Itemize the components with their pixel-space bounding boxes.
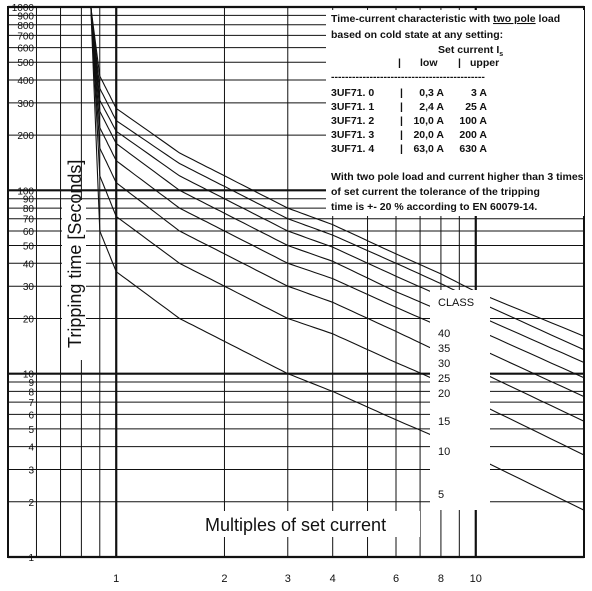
y-tick-label: 1000 bbox=[12, 3, 35, 14]
table-row-low: 2,4 A bbox=[419, 101, 444, 113]
y-tick-label: 2 bbox=[28, 498, 34, 509]
table-row-upper: 630 A bbox=[459, 143, 487, 155]
class-label-35: 35 bbox=[438, 343, 450, 355]
class-label-5: 5 bbox=[438, 489, 444, 501]
table-row-low: 63,0 A bbox=[413, 143, 444, 155]
y-tick-label: 30 bbox=[23, 282, 35, 293]
y-tick-label: 800 bbox=[17, 21, 34, 32]
xlabel-background bbox=[202, 511, 420, 537]
table-row-upper: 200 A bbox=[459, 129, 487, 141]
y-tick-label: 6 bbox=[28, 410, 34, 421]
y-tick-label: 100 bbox=[17, 186, 34, 197]
y-tick-label: 600 bbox=[17, 44, 34, 55]
annotation-line-2: based on cold state at any setting: bbox=[331, 29, 503, 41]
annotation-box bbox=[326, 10, 584, 216]
table-row-upper: 3 A bbox=[471, 87, 487, 99]
tolerance-line: With two pole load and current higher th… bbox=[331, 171, 584, 183]
y-tick-label: 60 bbox=[23, 227, 35, 238]
tolerance-line: of set current the tolerance of the trip… bbox=[331, 186, 540, 198]
table-row-model: 3UF71. 2 bbox=[331, 115, 374, 127]
class-labels: 40 35 30 25 20 15 10 5 bbox=[438, 328, 450, 501]
y-tick-label: 7 bbox=[28, 398, 34, 409]
x-tick-label: 2 bbox=[221, 573, 227, 585]
y-tick-label: 90 bbox=[23, 195, 35, 206]
class-label-20: 20 bbox=[438, 388, 450, 400]
tolerance-line: time is +- 20 % according to EN 60079-14… bbox=[331, 201, 537, 213]
table-row-separator: | bbox=[400, 143, 403, 155]
table-row-separator: | bbox=[400, 101, 403, 113]
x-tick-label: 1 bbox=[113, 573, 119, 585]
y-tick-label: 9 bbox=[28, 378, 34, 389]
x-tick-label: 3 bbox=[285, 573, 291, 585]
curve-class-40 bbox=[90, 6, 585, 337]
y-tick-label: 200 bbox=[17, 131, 34, 142]
table-row-upper: 100 A bbox=[459, 115, 487, 127]
column-separator-1: | bbox=[398, 57, 401, 69]
y-tick-label: 3 bbox=[28, 466, 34, 477]
class-title: CLASS bbox=[438, 297, 474, 309]
y-tick-label: 400 bbox=[17, 76, 34, 87]
class-label-30: 30 bbox=[438, 358, 450, 370]
table-row-upper: 25 A bbox=[465, 101, 487, 113]
y-tick-label: 5 bbox=[28, 425, 34, 436]
table-row-model: 3UF71. 0 bbox=[331, 87, 374, 99]
y-tick-label: 50 bbox=[23, 242, 35, 253]
tolerance-note: With two pole load and current higher th… bbox=[331, 171, 584, 213]
plot-frame bbox=[7, 6, 585, 558]
curve-class-35 bbox=[90, 6, 585, 351]
class-label-10: 10 bbox=[438, 446, 450, 458]
annotation-block: Time-current characteristic with two pol… bbox=[331, 13, 584, 213]
x-tick-label: 4 bbox=[330, 573, 336, 585]
y-tick-label: 8 bbox=[28, 387, 34, 398]
class-label-band bbox=[430, 290, 490, 510]
table-row-model: 3UF71. 4 bbox=[331, 143, 374, 155]
y-tick-label: 4 bbox=[28, 443, 34, 454]
x-tick-label: 8 bbox=[438, 573, 444, 585]
y-tick-label: 80 bbox=[23, 204, 35, 215]
table-row-low: 0,3 A bbox=[419, 87, 444, 99]
x-tick-label: 10 bbox=[470, 573, 482, 585]
y-tick-label: 10 bbox=[23, 370, 35, 381]
table-row-low: 10,0 A bbox=[413, 115, 444, 127]
class-label-15: 15 bbox=[438, 416, 450, 428]
y-tick-label: 300 bbox=[17, 99, 34, 110]
table-row-model: 3UF71. 3 bbox=[331, 129, 374, 141]
y-tick-label: 20 bbox=[23, 314, 35, 325]
y-tick-label: 1 bbox=[28, 553, 34, 564]
column-separator-2: | bbox=[458, 57, 461, 69]
table-row-separator: | bbox=[400, 87, 403, 99]
table-row-separator: | bbox=[400, 115, 403, 127]
table-row-low: 20,0 A bbox=[413, 129, 444, 141]
column-header-upper: upper bbox=[470, 57, 499, 69]
y-axis-label: Tripping time [Seconds] bbox=[65, 160, 85, 348]
set-current-table: 3UF71. 0 | 0,3 A 3 A 3UF71. 1 | 2,4 A 25 A 3UF71… bbox=[331, 87, 487, 155]
y-tick-label: 70 bbox=[23, 215, 35, 226]
y-tick-label: 500 bbox=[17, 58, 34, 69]
class-label-25: 25 bbox=[438, 373, 450, 385]
y-tick-label: 700 bbox=[17, 31, 34, 42]
class-label-40: 40 bbox=[438, 328, 450, 340]
annotation-line-1: Time-current characteristic with two pol… bbox=[331, 13, 560, 25]
x-tick-label: 6 bbox=[393, 573, 399, 585]
table-divider: ----------------------------------------… bbox=[331, 71, 485, 83]
column-header-low: low bbox=[420, 57, 438, 69]
y-tick-label: 40 bbox=[23, 259, 35, 270]
ylabel-background bbox=[62, 200, 86, 360]
table-row-model: 3UF71. 1 bbox=[331, 101, 374, 113]
set-current-header: Set current Is bbox=[438, 44, 503, 58]
x-axis-label: Multiples of set current bbox=[205, 515, 386, 535]
y-tick-label: 900 bbox=[17, 11, 34, 22]
table-row-separator: | bbox=[400, 129, 403, 141]
